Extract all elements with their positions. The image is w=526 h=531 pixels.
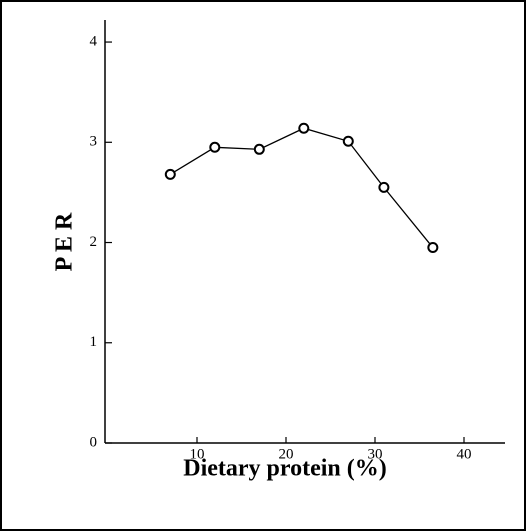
y-tick-label: 3 bbox=[90, 134, 98, 150]
point bbox=[378, 181, 390, 193]
point bbox=[342, 135, 354, 147]
y-tick-label: 0 bbox=[90, 434, 98, 450]
point bbox=[427, 242, 439, 254]
x-axis-title: Dietary protein (%) bbox=[183, 456, 387, 482]
y-tick-label: 2 bbox=[90, 234, 98, 250]
x-tick-label: 10 bbox=[190, 446, 205, 462]
y-tick-label: 4 bbox=[90, 33, 98, 49]
point bbox=[298, 122, 310, 134]
x-tick-label: 20 bbox=[279, 446, 294, 462]
point bbox=[253, 143, 265, 155]
point bbox=[164, 168, 176, 180]
y-tick-label: 1 bbox=[90, 334, 98, 350]
x-tick-label: 40 bbox=[457, 446, 472, 462]
y-axis-title: P E R bbox=[52, 212, 78, 271]
point bbox=[209, 141, 221, 153]
x-tick-label: 30 bbox=[368, 446, 383, 462]
